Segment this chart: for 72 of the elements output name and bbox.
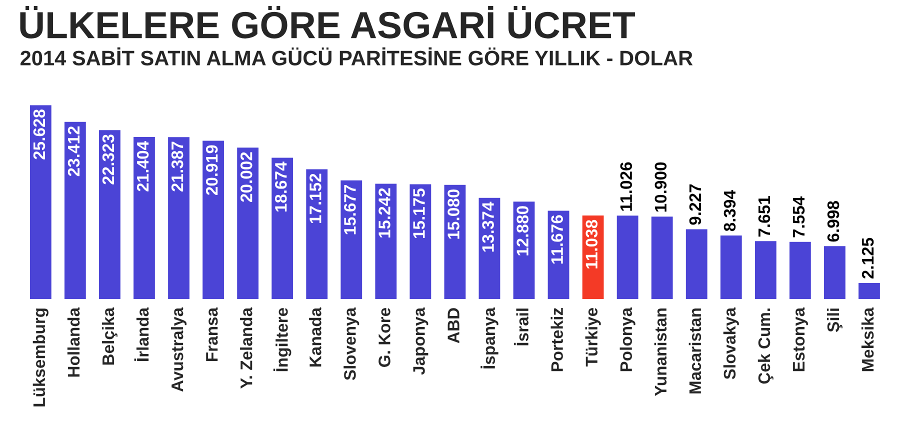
bar bbox=[272, 158, 294, 300]
bar bbox=[30, 105, 52, 300]
bar bbox=[134, 137, 155, 300]
x-tick-label: İsrail bbox=[514, 308, 528, 346]
bar bbox=[754, 241, 776, 300]
x-tick-label: Polonya bbox=[620, 307, 636, 372]
bar bbox=[202, 140, 224, 300]
x-tick-label: Çek Cum. bbox=[758, 308, 774, 384]
x-tick-label: Japonya bbox=[413, 307, 428, 375]
x-tick-label: Fransa bbox=[206, 307, 218, 361]
data-label: 2.125 bbox=[862, 238, 874, 279]
data-label: 18.674 bbox=[275, 162, 287, 212]
bar bbox=[375, 184, 397, 300]
data-label: 7.554 bbox=[793, 196, 805, 238]
bar bbox=[858, 283, 880, 300]
bar bbox=[99, 130, 120, 300]
bar bbox=[720, 236, 742, 300]
data-label: 6.998 bbox=[827, 201, 840, 242]
data-label: 11.676 bbox=[551, 215, 563, 264]
x-tick-label: Slovakya bbox=[723, 307, 739, 380]
chart-subtitle: 2014 SABİT SATIN ALMA GÜCÜ PARİTESİNE GÖRE YILLIK - DOLAR bbox=[20, 47, 693, 66]
bar bbox=[64, 122, 86, 300]
data-label: 20.919 bbox=[206, 145, 218, 195]
data-label: 8.394 bbox=[724, 190, 736, 232]
bar bbox=[789, 242, 811, 300]
data-label: 21.404 bbox=[136, 141, 149, 192]
data-label: 9.227 bbox=[689, 184, 702, 225]
x-tick-label: Portekiz bbox=[550, 308, 563, 372]
data-label: 22.323 bbox=[102, 134, 114, 184]
bar bbox=[410, 184, 432, 300]
bar bbox=[168, 137, 190, 300]
x-tick-label: İspanya bbox=[480, 307, 498, 368]
data-label: 21.387 bbox=[171, 142, 184, 192]
bar bbox=[237, 148, 259, 300]
data-label: 15.242 bbox=[378, 188, 390, 238]
x-tick-label: Avustralya bbox=[170, 307, 187, 392]
data-label: 10.900 bbox=[654, 162, 667, 212]
bar bbox=[686, 229, 708, 300]
bar bbox=[616, 216, 638, 300]
data-label: 20.002 bbox=[240, 152, 252, 202]
x-tick-label: G. Kore bbox=[378, 308, 390, 367]
x-tick-label: İngiltere bbox=[273, 308, 292, 372]
data-label: 11.038 bbox=[586, 220, 598, 268]
data-label: 11.026 bbox=[620, 162, 632, 211]
x-tick-label: Yunanistan bbox=[654, 308, 667, 396]
data-label: 23.412 bbox=[68, 126, 80, 176]
data-label: 25.628 bbox=[33, 109, 46, 160]
x-tick-label: Kanada bbox=[309, 307, 322, 367]
data-label: 17.152 bbox=[310, 174, 322, 224]
x-tick-label: Belçika bbox=[102, 307, 118, 365]
data-label: 15.080 bbox=[448, 189, 460, 239]
x-tick-label: Hollanda bbox=[67, 307, 80, 377]
bar bbox=[340, 180, 362, 300]
x-tick-label: ABD bbox=[448, 308, 460, 344]
x-tick-label: Meksika bbox=[861, 307, 874, 372]
x-tick-label: Y. Zelanda bbox=[240, 307, 252, 389]
data-label: 7.651 bbox=[758, 196, 770, 237]
data-label: 12.880 bbox=[516, 206, 528, 256]
bar bbox=[824, 246, 846, 300]
data-label: 15.677 bbox=[344, 185, 356, 234]
x-tick-label: Macaristan bbox=[688, 308, 702, 394]
data-label: 15.175 bbox=[413, 188, 425, 238]
bar bbox=[306, 169, 328, 300]
bar bbox=[651, 216, 673, 300]
x-tick-label: Slovenya bbox=[344, 307, 360, 380]
x-tick-label: Şili bbox=[826, 308, 842, 332]
x-tick-label: İrlanda bbox=[134, 307, 149, 361]
data-label: 13.374 bbox=[482, 202, 494, 252]
x-tick-label: Estonya bbox=[793, 307, 808, 372]
x-tick-label: Lüksemburg bbox=[32, 308, 48, 406]
x-tick-label: Türkiye bbox=[585, 308, 601, 367]
chart-title: ÜLKELERE GÖRE ASGARİ ÜCRET bbox=[20, 6, 635, 38]
